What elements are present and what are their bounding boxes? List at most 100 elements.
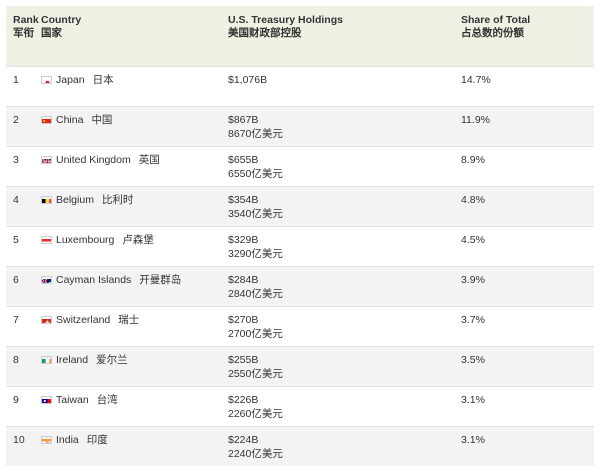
country-name: Japan [56,74,85,86]
country-name: Taiwan [56,394,89,406]
share-value: 3.5% [461,354,485,366]
table-row: 7 Switzerland 瑞士 $270B 2700亿美元 3.7% [6,306,594,346]
table-row: 10 India 印度 $224B 2240亿美元 3.1% [6,426,594,466]
rank-value: 4 [13,194,19,206]
header-country: Country 国家 [41,6,228,66]
holdings-cell: $255B 2550亿美元 [228,347,461,386]
table-row: 5 Luxembourg 卢森堡 $329B 3290亿美元 4.5% [6,226,594,266]
share-cell: 8.9% [461,147,594,186]
header-country-label-zh: 国家 [41,27,62,39]
ireland-flag-icon [41,356,52,364]
holdings-value-zh: 2840亿美元 [228,288,283,300]
rank-value: 2 [13,114,19,126]
header-rank: Rank 军衔 [6,6,41,66]
country-cell: Taiwan 台湾 [41,387,228,426]
table-row: 8 Ireland 爱尔兰 $255B 2550亿美元 3.5% [6,346,594,386]
country-cell: United Kingdom 英国 [41,147,228,186]
header-rank-label-zh: 军衔 [13,27,34,39]
country-name-zh: 爱尔兰 [96,354,128,366]
holdings-value-zh: 8670亿美元 [228,128,283,140]
share-value: 3.1% [461,394,485,406]
holdings-value: $354B [228,194,259,206]
belgium-flag-icon [41,196,52,204]
table-row: 1 Japan 日本 $1,076B 14.7% [6,66,594,106]
holdings-cell: $284B 2840亿美元 [228,267,461,306]
japan-flag-icon [41,76,52,84]
holdings-value-zh: 2550亿美元 [228,368,283,380]
header-share: Share of Total 占总数的份额 [461,6,594,66]
share-cell: 3.9% [461,267,594,306]
header-share-label: Share of Total [461,14,531,26]
rank-value: 7 [13,314,19,326]
share-cell: 3.1% [461,427,594,466]
india-flag-icon [41,436,52,444]
rank-cell: 10 [6,427,41,466]
country-name: China [56,114,84,126]
holdings-value: $224B [228,434,259,446]
rank-cell: 5 [6,227,41,266]
header-share-label-zh: 占总数的份额 [461,27,524,39]
country-name-zh: 比利时 [101,194,134,206]
holdings-value: $329B [228,234,259,246]
table-row: 3 United Kingdom 英国 $655B 6550亿美元 8.9% [6,146,594,186]
country-name-zh: 瑞士 [118,314,140,326]
uk-flag-icon [41,156,52,164]
china-flag-icon [41,116,52,124]
header-country-label: Country [41,14,82,26]
country-cell: China 中国 [41,107,228,146]
share-value: 11.9% [461,114,490,126]
holdings-value: $226B [228,394,259,406]
holdings-value: $655B [228,154,259,166]
share-cell: 3.1% [461,387,594,426]
country-name-zh: 印度 [86,434,108,446]
rank-value: 9 [13,394,19,406]
holdings-value-zh: 3540亿美元 [228,208,283,220]
country-cell: Switzerland 瑞士 [41,307,228,346]
share-value: 4.5% [461,234,485,246]
holdings-value-zh: 6550亿美元 [228,168,283,180]
share-cell: 14.7% [461,67,594,106]
country-cell: Luxembourg 卢森堡 [41,227,228,266]
holdings-cell: $270B 2700亿美元 [228,307,461,346]
share-value: 14.7% [461,74,491,86]
rank-cell: 8 [6,347,41,386]
holdings-value: $270B [228,314,259,326]
share-value: 3.7% [461,314,485,326]
holdings-value: $1,076B [228,74,268,86]
share-value: 8.9% [461,154,485,166]
country-name-zh: 中国 [91,114,113,126]
share-cell: 4.5% [461,227,594,266]
rank-value: 5 [13,234,19,246]
rank-value: 3 [13,154,19,166]
rank-cell: 7 [6,307,41,346]
rank-value: 8 [13,354,19,366]
header-holdings-label-zh: 美国财政部控股 [228,27,302,39]
country-name-zh: 卢森堡 [122,234,154,246]
country-name: Belgium [56,194,94,206]
rank-cell: 4 [6,187,41,226]
table-body: 1 Japan 日本 $1,076B 14.7% 2 China 中国 $867B 8670亿美元… [6,66,594,466]
header-rank-label: Rank [13,14,39,26]
header-holdings: U.S. Treasury Holdings 美国财政部控股 [228,6,461,66]
table-row: 6 Cayman Islands 开曼群岛 $284B 2840亿美元 3.9% [6,266,594,306]
rank-value: 10 [13,434,25,446]
country-name: Luxembourg [56,234,115,246]
holdings-value-zh: 3290亿美元 [228,248,283,260]
holdings-cell: $226B 2260亿美元 [228,387,461,426]
country-cell: Belgium 比利时 [41,187,228,226]
table-row: 9 Taiwan 台湾 $226B 2260亿美元 3.1% [6,386,594,426]
share-cell: 11.9% [461,107,594,146]
holdings-value-zh: 2260亿美元 [228,408,283,420]
country-name: Ireland [56,354,89,366]
share-cell: 3.7% [461,307,594,346]
taiwan-flag-icon [41,396,52,404]
share-cell: 3.5% [461,347,594,386]
country-cell: Ireland 爱尔兰 [41,347,228,386]
table-row: 2 China 中国 $867B 8670亿美元 11.9% [6,106,594,146]
holdings-value: $255B [228,354,259,366]
holdings-value: $867B [228,114,259,126]
table-header: Rank 军衔 Country 国家 U.S. Treasury Holding… [6,6,594,66]
country-name-zh: 开曼群岛 [139,274,182,286]
cayman-flag-icon [41,276,52,284]
rank-value: 1 [13,74,19,86]
